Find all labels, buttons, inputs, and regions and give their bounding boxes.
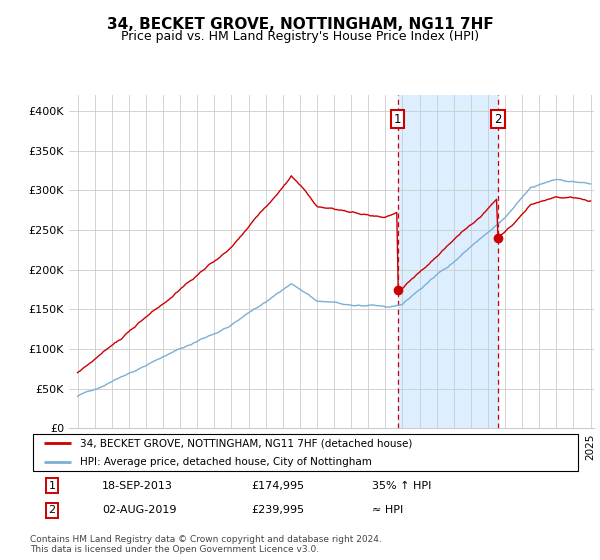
Text: 35% ↑ HPI: 35% ↑ HPI [372, 480, 431, 491]
FancyBboxPatch shape [33, 435, 578, 471]
Text: £239,995: £239,995 [251, 506, 304, 516]
Bar [398, 95, 498, 428]
Text: Contains HM Land Registry data © Crown copyright and database right 2024.
This d: Contains HM Land Registry data © Crown c… [30, 535, 382, 554]
Text: 1: 1 [49, 480, 56, 491]
Text: 34, BECKET GROVE, NOTTINGHAM, NG11 7HF: 34, BECKET GROVE, NOTTINGHAM, NG11 7HF [107, 17, 493, 31]
Text: 1: 1 [394, 113, 401, 125]
Text: 02-AUG-2019: 02-AUG-2019 [102, 506, 176, 516]
Text: 2: 2 [494, 113, 502, 125]
Text: ≈ HPI: ≈ HPI [372, 506, 403, 516]
Text: 18-SEP-2013: 18-SEP-2013 [102, 480, 173, 491]
Text: Price paid vs. HM Land Registry's House Price Index (HPI): Price paid vs. HM Land Registry's House … [121, 30, 479, 43]
Text: £174,995: £174,995 [251, 480, 304, 491]
Text: 2: 2 [49, 506, 56, 516]
Text: 34, BECKET GROVE, NOTTINGHAM, NG11 7HF (detached house): 34, BECKET GROVE, NOTTINGHAM, NG11 7HF (… [80, 438, 412, 449]
Text: HPI: Average price, detached house, City of Nottingham: HPI: Average price, detached house, City… [80, 457, 371, 467]
